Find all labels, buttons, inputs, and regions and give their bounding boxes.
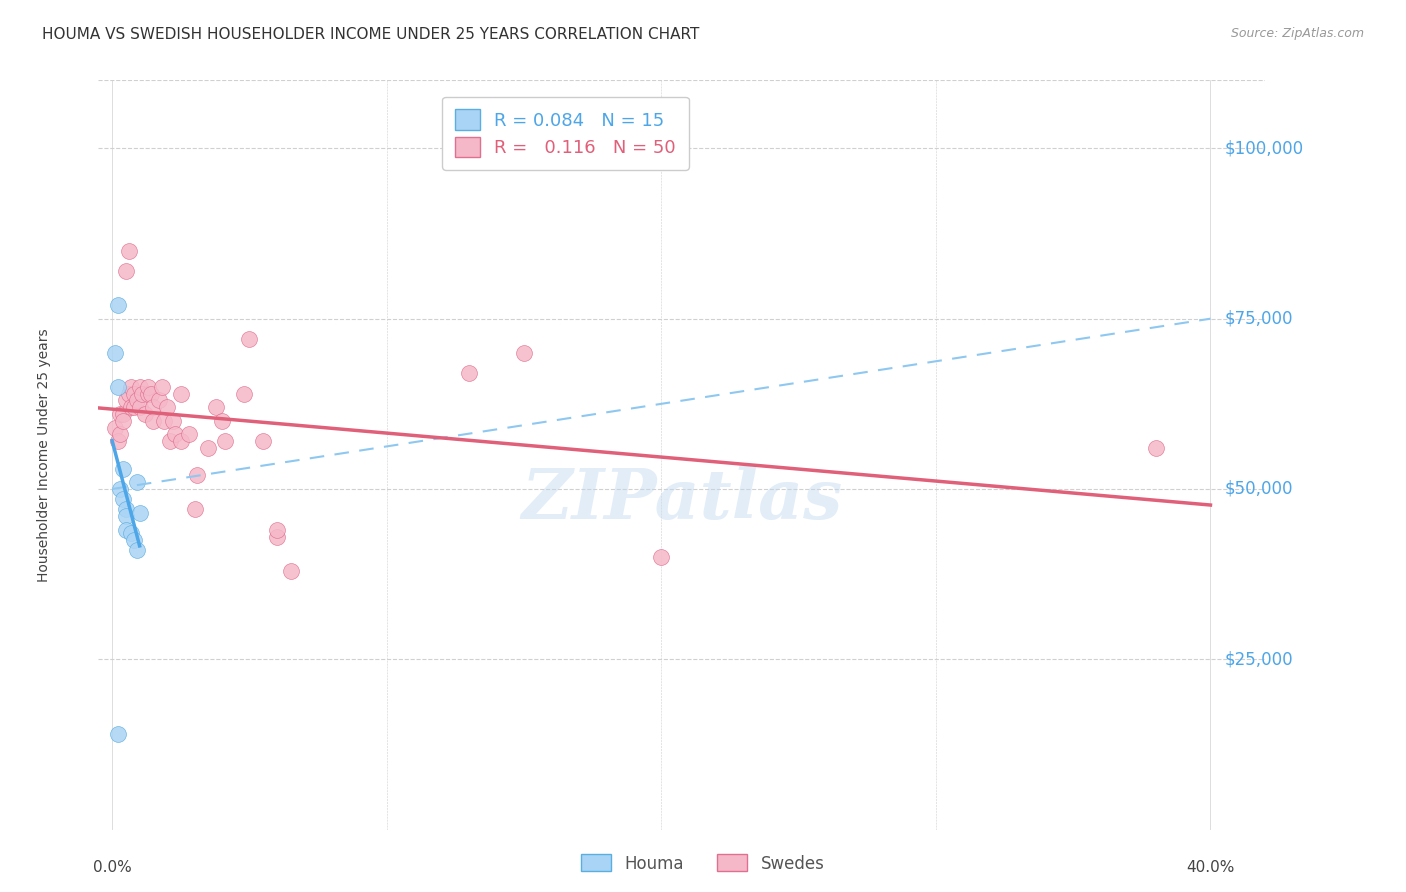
- Point: [513, 345, 536, 359]
- Text: HOUMA VS SWEDISH HOUSEHOLDER INCOME UNDER 25 YEARS CORRELATION CHART: HOUMA VS SWEDISH HOUSEHOLDER INCOME UNDE…: [42, 27, 700, 42]
- Point: [266, 530, 288, 544]
- Point: [110, 407, 132, 421]
- Point: [197, 441, 219, 455]
- Point: [107, 298, 129, 312]
- Point: [122, 386, 145, 401]
- Point: [112, 492, 135, 507]
- Point: [107, 727, 129, 741]
- Point: [136, 386, 159, 401]
- Point: [125, 393, 148, 408]
- Point: [107, 380, 129, 394]
- Point: [110, 482, 132, 496]
- Point: [266, 523, 288, 537]
- Point: [165, 427, 187, 442]
- Point: [134, 407, 156, 421]
- Point: [159, 434, 181, 449]
- Point: [128, 506, 150, 520]
- Point: [214, 434, 236, 449]
- Point: [112, 461, 135, 475]
- Point: [205, 401, 228, 415]
- Point: [115, 264, 138, 278]
- Point: [122, 533, 145, 547]
- Point: [115, 502, 138, 516]
- Point: [142, 414, 165, 428]
- Text: $75,000: $75,000: [1225, 310, 1292, 327]
- Point: [117, 244, 139, 258]
- Text: $50,000: $50,000: [1225, 480, 1292, 498]
- Text: 40.0%: 40.0%: [1187, 860, 1234, 875]
- Point: [177, 427, 200, 442]
- Point: [156, 401, 179, 415]
- Point: [233, 386, 256, 401]
- Point: [128, 401, 150, 415]
- Point: [150, 380, 173, 394]
- Point: [458, 366, 481, 380]
- Text: ZIPatlas: ZIPatlas: [522, 467, 842, 533]
- Point: [142, 401, 165, 415]
- Point: [170, 386, 193, 401]
- Text: Householder Income Under 25 years: Householder Income Under 25 years: [37, 328, 51, 582]
- Point: [131, 386, 153, 401]
- Point: [117, 386, 139, 401]
- Point: [120, 380, 142, 394]
- Text: $100,000: $100,000: [1225, 139, 1303, 157]
- Point: [139, 386, 162, 401]
- Point: [1144, 441, 1167, 455]
- Text: 0.0%: 0.0%: [93, 860, 132, 875]
- Point: [112, 407, 135, 421]
- Point: [153, 414, 176, 428]
- Point: [238, 332, 260, 346]
- Point: [120, 401, 142, 415]
- Point: [115, 393, 138, 408]
- Point: [162, 414, 184, 428]
- Point: [280, 564, 302, 578]
- Point: [170, 434, 193, 449]
- Legend: R = 0.084   N = 15, R =   0.116   N = 50: R = 0.084 N = 15, R = 0.116 N = 50: [441, 97, 689, 170]
- Point: [125, 543, 148, 558]
- Point: [252, 434, 274, 449]
- Point: [115, 509, 138, 524]
- Point: [183, 502, 205, 516]
- Legend: Houma, Swedes: Houma, Swedes: [575, 847, 831, 880]
- Point: [115, 523, 138, 537]
- Point: [104, 420, 127, 434]
- Text: $25,000: $25,000: [1225, 650, 1294, 668]
- Point: [104, 345, 127, 359]
- Point: [107, 434, 129, 449]
- Point: [122, 401, 145, 415]
- Point: [186, 468, 208, 483]
- Point: [110, 427, 132, 442]
- Point: [211, 414, 233, 428]
- Point: [125, 475, 148, 490]
- Point: [650, 550, 672, 565]
- Point: [112, 414, 135, 428]
- Text: Source: ZipAtlas.com: Source: ZipAtlas.com: [1230, 27, 1364, 40]
- Point: [120, 526, 142, 541]
- Point: [136, 380, 159, 394]
- Point: [128, 380, 150, 394]
- Point: [148, 393, 170, 408]
